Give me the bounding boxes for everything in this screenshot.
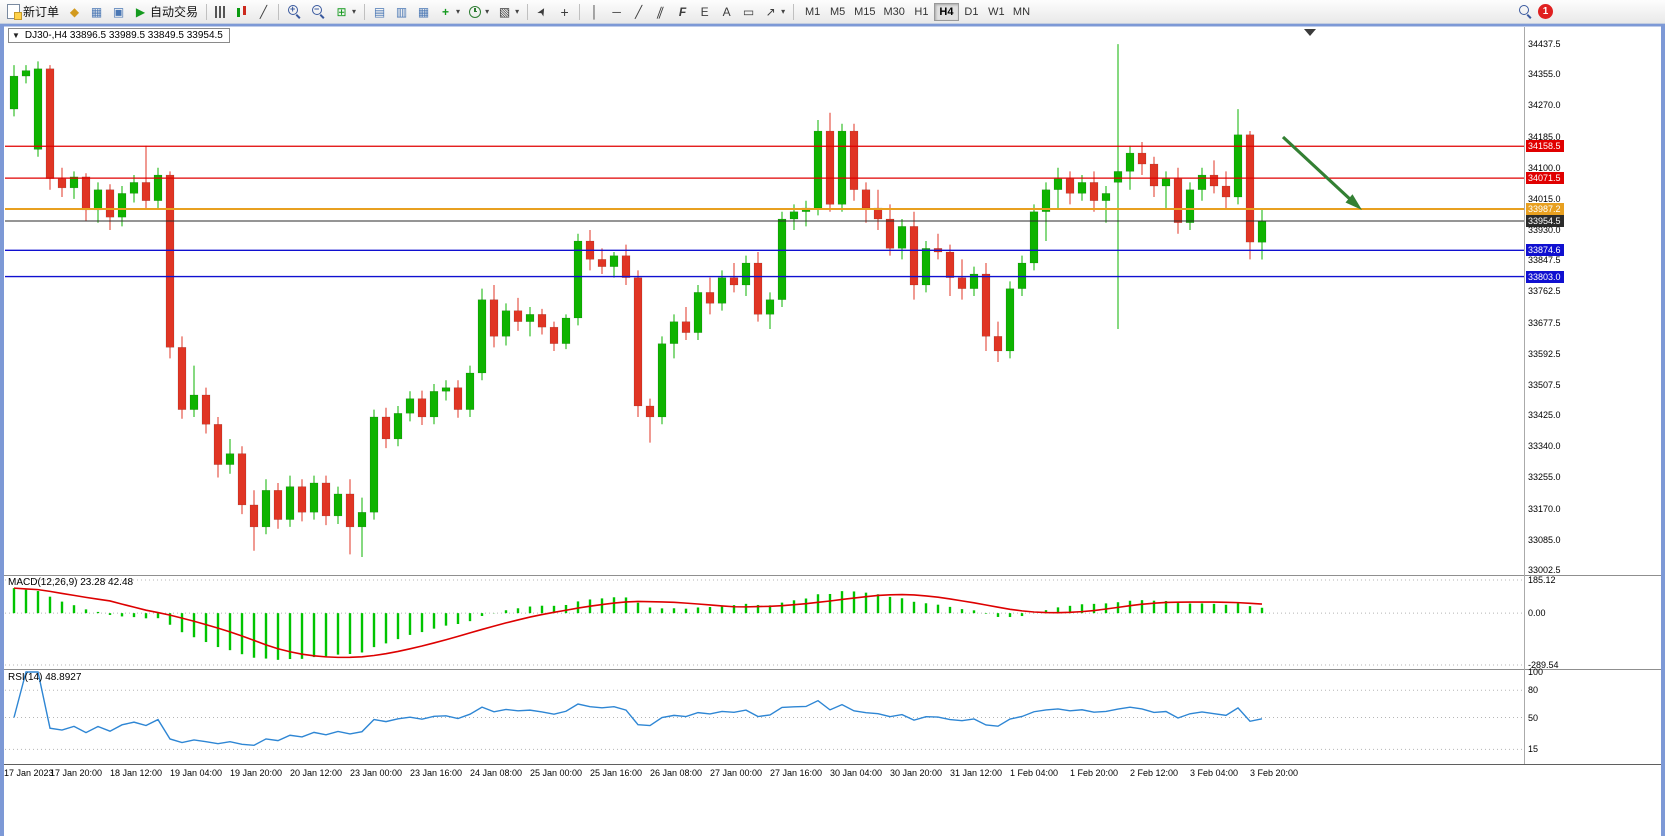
cursor-icon: ➤ xyxy=(535,4,551,19)
data-window-button[interactable]: ▦ xyxy=(86,2,107,22)
chart-shift-marker[interactable] xyxy=(1304,29,1316,36)
new-order-button[interactable]: 新订单 xyxy=(3,2,63,22)
timeframe-mn-button[interactable]: MN xyxy=(1009,3,1034,21)
tile-windows-button[interactable]: ⊞ ▾ xyxy=(331,2,360,22)
autotrading-play-icon: ▶ xyxy=(135,4,146,19)
fibonacci-tool-button[interactable]: F xyxy=(672,2,693,22)
search-button[interactable] xyxy=(1514,2,1537,22)
tile-vertically-icon: ▦ xyxy=(417,4,430,19)
chevron-down-icon: ▾ xyxy=(456,7,461,16)
trendline-tool-button[interactable]: ╱ xyxy=(628,2,649,22)
periods-button[interactable]: ▾ xyxy=(465,2,493,22)
cascade-windows-button[interactable]: ▤ xyxy=(369,2,390,22)
autotrading-button[interactable]: ▶ 自动交易 xyxy=(130,2,202,22)
crosshair-icon: + xyxy=(560,3,569,20)
terminal-icon: ▣ xyxy=(112,4,125,19)
bar-chart-button[interactable] xyxy=(211,2,231,22)
tile-windows-icon: ⊞ xyxy=(336,4,347,19)
data-window-icon: ▦ xyxy=(90,4,103,19)
arrows-tool-icon: ↗ xyxy=(765,4,776,19)
zoom-out-icon: − xyxy=(311,4,326,19)
market-watch-button[interactable]: ◆ xyxy=(64,2,85,22)
zoom-in-icon: + xyxy=(287,4,302,19)
vertical-line-tool-button[interactable]: │ xyxy=(584,2,605,22)
text-label-tool-button[interactable]: ▭ xyxy=(738,2,759,22)
timeframe-m30-button[interactable]: M30 xyxy=(880,3,909,21)
equidistant-channel-icon: ∥ xyxy=(655,4,667,19)
templates-icon: ▧ xyxy=(498,4,511,19)
cascade-windows-icon: ▤ xyxy=(373,4,386,19)
templates-button[interactable]: ▧ ▾ xyxy=(494,2,523,22)
toolbar-separator xyxy=(278,3,280,20)
toolbar-separator xyxy=(579,3,581,20)
toolbar-separator xyxy=(793,3,795,20)
zoom-out-button[interactable]: − xyxy=(307,2,330,22)
candlestick-chart-button[interactable] xyxy=(232,2,252,22)
chart-title: DJ30-,H4 33896.5 33989.5 33849.5 33954.5 xyxy=(24,30,223,41)
add-indicator-button[interactable]: + ▾ xyxy=(435,2,464,22)
arrows-tool-button[interactable]: ↗ ▾ xyxy=(760,2,789,22)
toolbar-separator xyxy=(206,3,208,20)
timeframe-d1-button[interactable]: D1 xyxy=(959,3,984,21)
new-order-icon xyxy=(7,4,22,20)
bar-chart-icon xyxy=(215,5,228,18)
trendline-icon: ╱ xyxy=(634,4,643,19)
macd-label: MACD(12,26,9) 23.28 42.48 xyxy=(8,577,134,588)
autotrading-label: 自动交易 xyxy=(150,5,199,19)
toolbar-separator xyxy=(364,3,366,20)
clock-icon xyxy=(469,5,482,18)
text-tool-button[interactable]: A xyxy=(716,2,737,22)
fibonacci-icon: F xyxy=(678,4,687,19)
rsi-label: RSI(14) 48.8927 xyxy=(8,672,82,683)
horizontal-line-tool-button[interactable]: ─ xyxy=(606,2,627,22)
notification-badge[interactable]: 1 xyxy=(1538,4,1553,19)
cursor-tool-button[interactable]: ➤ xyxy=(532,2,553,22)
search-icon xyxy=(1518,4,1533,19)
horizontal-line-icon: ─ xyxy=(612,4,621,19)
text-tool-icon: A xyxy=(722,4,731,19)
elliott-wave-tool-button[interactable]: E xyxy=(694,2,715,22)
timeframe-h4-button[interactable]: H4 xyxy=(933,2,959,21)
tile-vertically-button[interactable]: ▦ xyxy=(413,2,434,22)
zoom-in-button[interactable]: + xyxy=(283,2,306,22)
tile-horizontally-icon: ▥ xyxy=(395,4,408,19)
add-indicator-icon: + xyxy=(442,4,450,19)
market-watch-icon: ◆ xyxy=(69,4,80,19)
elliott-wave-icon: E xyxy=(700,4,709,19)
crosshair-tool-button[interactable]: + xyxy=(554,2,575,22)
timeframe-m5-button[interactable]: M5 xyxy=(825,3,850,21)
macd-signal-line xyxy=(13,587,1263,659)
channel-tool-button[interactable]: ∥ xyxy=(650,2,671,22)
trend-arrow-annotation[interactable] xyxy=(1281,135,1362,210)
timeframe-m1-button[interactable]: M1 xyxy=(800,3,825,21)
chevron-down-icon: ▾ xyxy=(485,7,490,16)
main-toolbar: 新订单 ◆ ▦ ▣ ▶ 自动交易 ╱ + − ⊞ ▾ ▤ ▥ ▦ + ▾ ▾ ▧… xyxy=(0,0,1665,24)
timeframe-w1-button[interactable]: W1 xyxy=(984,3,1009,21)
toolbar-separator xyxy=(527,3,529,20)
terminal-button[interactable]: ▣ xyxy=(108,2,129,22)
rsi-line xyxy=(13,671,1263,747)
chevron-down-icon: ▾ xyxy=(352,7,357,16)
chart-ohlc-readout: ▼ DJ30-,H4 33896.5 33989.5 33849.5 33954… xyxy=(8,28,230,43)
chevron-down-icon: ▾ xyxy=(515,7,520,16)
tile-horizontally-button[interactable]: ▥ xyxy=(391,2,412,22)
line-chart-button[interactable]: ╱ xyxy=(253,2,274,22)
timeframe-h1-button[interactable]: H1 xyxy=(909,3,934,21)
symbol-dropdown-icon[interactable]: ▼ xyxy=(12,31,20,40)
chevron-down-icon: ▾ xyxy=(781,7,786,16)
timeframe-m15-button[interactable]: M15 xyxy=(850,3,879,21)
line-chart-icon: ╱ xyxy=(259,4,268,19)
timeframe-toolbar: M1 M5 M15 M30 H1 H4 D1 W1 MN xyxy=(800,2,1034,21)
vertical-line-icon: │ xyxy=(590,4,599,19)
candles-layer xyxy=(9,44,1267,557)
candlestick-chart-icon xyxy=(236,5,248,18)
new-order-label: 新订单 xyxy=(23,5,60,19)
text-label-icon: ▭ xyxy=(742,4,755,19)
